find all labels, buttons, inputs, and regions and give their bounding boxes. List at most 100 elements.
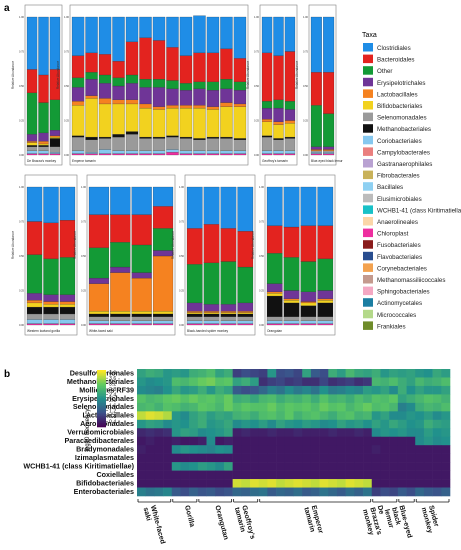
heatmap-cell [363, 428, 373, 438]
heatmap-cell [189, 402, 199, 412]
heatmap-cell [363, 479, 373, 488]
bar-segment [237, 186, 254, 232]
legend-label: Selenomonadales [377, 115, 427, 122]
bar-segment [283, 257, 300, 291]
legend-label: Campylobacterales [377, 149, 430, 156]
heatmap-cell [180, 470, 190, 480]
heatmap-cell [258, 445, 268, 454]
bar-segment [284, 51, 296, 102]
heatmap-cell [380, 445, 390, 454]
heatmap-cell [302, 445, 312, 454]
heatmap-cell [302, 377, 312, 387]
colorbar-step [97, 392, 106, 395]
legend-swatch [363, 286, 373, 296]
heatmap-cell [163, 377, 173, 387]
bar-segment [26, 146, 38, 151]
heatmap-cell [145, 453, 155, 463]
bar-segment [112, 61, 125, 78]
heatmap-row-label: Enterobacteriales [74, 487, 134, 496]
bar-segment [300, 320, 317, 324]
bar-segment [152, 320, 174, 324]
bar-segment [112, 16, 125, 62]
heatmap-cell [345, 411, 355, 421]
heatmap-cell [310, 419, 320, 429]
legend-item: Corynebacteriales [363, 263, 427, 272]
heatmap-cell [293, 394, 303, 404]
bar-segment [186, 228, 203, 265]
heatmap-cell [145, 411, 155, 421]
taxa-legend: Taxa Clostridiales Bacteroidales Other Erys… [362, 32, 461, 330]
heatmap-cell [215, 470, 225, 480]
bar-segment [85, 152, 98, 154]
heatmap-cell [397, 436, 407, 446]
bar-segment [152, 311, 174, 315]
heatmap-cell [371, 394, 381, 404]
heatmap-cell [267, 394, 277, 404]
heatmap-cell [189, 487, 199, 497]
heatmap-cell [336, 462, 346, 471]
heatmap-cell [250, 462, 260, 471]
legend-item: Elusimicrobiales [363, 193, 422, 203]
bar-segment [284, 109, 296, 121]
legend-swatch [363, 54, 373, 64]
heatmap-cell [432, 419, 442, 429]
bar-segment [206, 81, 220, 91]
bar-segment [186, 323, 203, 326]
bar-segment [206, 150, 220, 154]
bar-segment [152, 186, 174, 207]
bar-segment [284, 16, 296, 52]
y-tick-label: 0.75 [81, 220, 87, 224]
heatmap-cell [232, 402, 242, 412]
heatmap-cell [406, 470, 416, 480]
y-tick-label: 0.25 [81, 289, 87, 293]
heatmap-cell [154, 377, 164, 387]
heatmap-cell [258, 369, 268, 378]
bar-segment [220, 106, 233, 138]
heatmap-cell [250, 369, 260, 378]
bar-segment [283, 186, 300, 228]
heatmap-cell [328, 428, 338, 438]
legend-item: Clostridiales [363, 43, 411, 52]
heatmap-cell [441, 369, 451, 378]
bar-segment [179, 150, 193, 154]
heatmap-cell [223, 436, 233, 446]
group-label: Emperor tamarin [72, 159, 96, 163]
heatmap-cell [171, 428, 181, 438]
bar-segment [203, 224, 220, 263]
heatmap-cell [163, 470, 173, 480]
heatmap-cell [189, 419, 199, 429]
colorbar-step [97, 424, 106, 426]
bar-segment [38, 150, 49, 154]
bar-segment [233, 138, 247, 140]
heatmap-cell [189, 436, 199, 446]
heatmap-cell [284, 453, 294, 463]
heatmap-cell [406, 369, 416, 378]
heatmap-cell [154, 394, 164, 404]
bar-segment [273, 99, 284, 109]
heatmap-cell [380, 462, 390, 471]
legend-item: Selenomonadales [363, 112, 427, 122]
heatmap-cell [389, 369, 399, 378]
heatmap-cell [432, 369, 442, 378]
bar-segment [193, 88, 206, 106]
y-axis-label: Relative Abundance [11, 231, 15, 260]
bar-segment [220, 136, 233, 139]
heatmap-cell [267, 402, 277, 412]
bar-segment [233, 81, 247, 91]
bar-segment [71, 77, 85, 88]
legend-swatch [363, 298, 373, 307]
heatmap-cell [215, 487, 225, 497]
heatmap-cell [267, 445, 277, 454]
heatmap-cell [154, 487, 164, 497]
bar-segment [193, 107, 206, 139]
bar-segment [139, 150, 152, 154]
heatmap-column-group-label: Spidermonkey [420, 505, 441, 534]
heatmap-cell [241, 377, 251, 387]
colorbar-tick-label: 0.4 [109, 420, 116, 426]
heatmap-cell [180, 394, 190, 404]
heatmap-cell [163, 385, 173, 395]
heatmap-cell [215, 377, 225, 387]
bar-segment [300, 261, 317, 292]
legend-label: Fibrobacterales [377, 173, 420, 180]
legend-item: Fibrobacterales [363, 170, 420, 180]
